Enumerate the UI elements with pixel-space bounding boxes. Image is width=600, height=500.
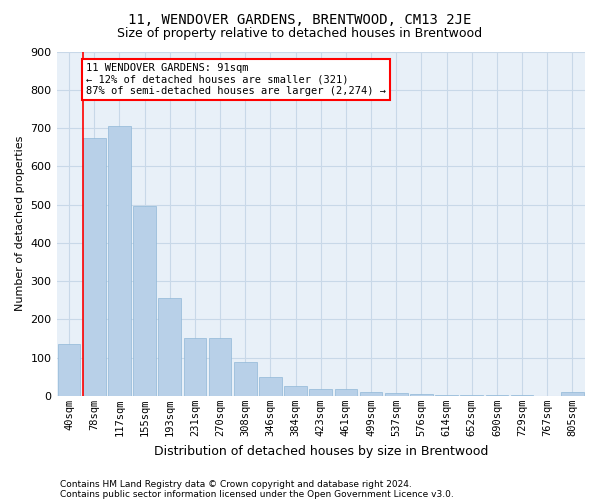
Bar (158, 298, 181, 396)
Y-axis label: Number of detached properties: Number of detached properties (15, 136, 25, 312)
Text: Contains public sector information licensed under the Open Government Licence v3: Contains public sector information licen… (60, 490, 454, 499)
Bar (284, 386, 307, 396)
Bar (108, 126, 131, 396)
Text: Contains HM Land Registry data © Crown copyright and database right 2024.: Contains HM Land Registry data © Crown c… (60, 480, 412, 489)
Bar (360, 392, 382, 396)
Bar (410, 394, 433, 396)
Bar (335, 389, 357, 396)
Bar (209, 338, 232, 396)
Bar (561, 392, 584, 396)
X-axis label: Distribution of detached houses by size in Brentwood: Distribution of detached houses by size … (154, 444, 488, 458)
Bar (83, 138, 106, 396)
Text: 11, WENDOVER GARDENS, BRENTWOOD, CM13 2JE: 11, WENDOVER GARDENS, BRENTWOOD, CM13 2J… (128, 12, 472, 26)
Text: 11 WENDOVER GARDENS: 91sqm
← 12% of detached houses are smaller (321)
87% of sem: 11 WENDOVER GARDENS: 91sqm ← 12% of deta… (86, 63, 386, 96)
Bar (511, 395, 533, 396)
Bar (385, 393, 407, 396)
Text: Size of property relative to detached houses in Brentwood: Size of property relative to detached ho… (118, 28, 482, 40)
Bar (58, 344, 80, 396)
Bar (435, 394, 458, 396)
Bar (184, 338, 206, 396)
Bar (460, 394, 483, 396)
Bar (310, 389, 332, 396)
Bar (485, 395, 508, 396)
Bar (133, 206, 156, 396)
Bar (234, 362, 257, 396)
Bar (259, 377, 282, 396)
